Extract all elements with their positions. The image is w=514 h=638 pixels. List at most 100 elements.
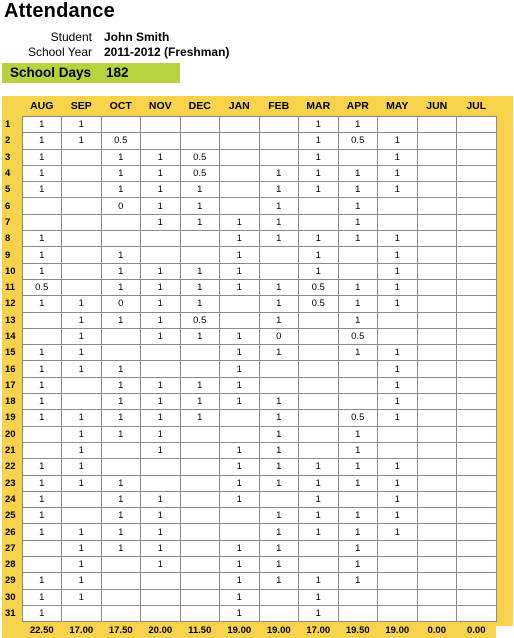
attendance-cell[interactable]: 1 <box>100 425 141 443</box>
attendance-cell[interactable]: 1 <box>21 376 62 395</box>
attendance-cell[interactable]: 1 <box>219 246 260 264</box>
attendance-cell[interactable]: 1 <box>377 230 418 248</box>
attendance-cell[interactable] <box>179 588 220 606</box>
attendance-cell[interactable] <box>179 132 220 150</box>
attendance-cell[interactable]: 1 <box>258 523 299 541</box>
attendance-cell[interactable] <box>61 197 102 215</box>
attendance-cell[interactable]: 1 <box>219 441 260 460</box>
attendance-cell[interactable] <box>179 539 220 558</box>
attendance-cell[interactable] <box>377 311 418 329</box>
attendance-cell[interactable]: 1 <box>377 458 418 476</box>
attendance-cell[interactable]: 1 <box>337 556 378 574</box>
attendance-cell[interactable]: 1 <box>258 458 299 476</box>
attendance-cell[interactable] <box>456 376 497 395</box>
attendance-cell[interactable] <box>456 474 497 492</box>
attendance-cell[interactable] <box>140 572 181 590</box>
attendance-cell[interactable] <box>179 507 220 525</box>
attendance-cell[interactable] <box>456 148 497 166</box>
attendance-cell[interactable]: 1 <box>100 246 141 264</box>
attendance-cell[interactable] <box>456 556 497 574</box>
attendance-cell[interactable] <box>416 115 457 134</box>
attendance-cell[interactable]: 1 <box>100 376 141 395</box>
attendance-cell[interactable]: 1 <box>258 344 299 362</box>
attendance-cell[interactable] <box>416 539 457 558</box>
attendance-cell[interactable]: 1 <box>61 327 102 346</box>
attendance-cell[interactable] <box>298 197 339 215</box>
attendance-cell[interactable]: 1 <box>100 523 141 541</box>
attendance-cell[interactable] <box>456 197 497 215</box>
attendance-cell[interactable]: 0.5 <box>337 409 378 427</box>
attendance-cell[interactable]: 1 <box>140 311 181 329</box>
attendance-cell[interactable]: 1 <box>140 295 181 313</box>
attendance-cell[interactable] <box>456 115 497 134</box>
attendance-cell[interactable]: 1 <box>377 507 418 525</box>
attendance-cell[interactable] <box>140 360 181 378</box>
attendance-cell[interactable] <box>456 327 497 346</box>
attendance-cell[interactable] <box>416 197 457 215</box>
attendance-cell[interactable] <box>456 393 497 411</box>
attendance-cell[interactable] <box>416 572 457 590</box>
attendance-cell[interactable]: 1 <box>298 523 339 541</box>
attendance-cell[interactable] <box>416 327 457 346</box>
attendance-cell[interactable] <box>377 572 418 590</box>
attendance-cell[interactable]: 1 <box>179 327 220 346</box>
attendance-cell[interactable] <box>416 164 457 183</box>
attendance-cell[interactable]: 1 <box>21 132 62 150</box>
attendance-cell[interactable] <box>21 327 62 346</box>
attendance-cell[interactable]: 1 <box>219 572 260 590</box>
attendance-cell[interactable] <box>377 441 418 460</box>
attendance-cell[interactable]: 1 <box>140 148 181 166</box>
attendance-cell[interactable]: 1 <box>61 132 102 150</box>
attendance-cell[interactable] <box>219 197 260 215</box>
attendance-cell[interactable] <box>179 556 220 574</box>
attendance-cell[interactable]: 1 <box>61 115 102 134</box>
attendance-cell[interactable] <box>61 181 102 199</box>
attendance-cell[interactable]: 1 <box>21 458 62 476</box>
attendance-cell[interactable] <box>456 425 497 443</box>
attendance-cell[interactable] <box>337 604 378 623</box>
attendance-cell[interactable] <box>298 376 339 395</box>
attendance-cell[interactable] <box>179 441 220 460</box>
attendance-cell[interactable] <box>219 507 260 525</box>
attendance-cell[interactable]: 1 <box>140 278 181 297</box>
attendance-cell[interactable]: 1 <box>21 115 62 134</box>
attendance-cell[interactable] <box>416 588 457 606</box>
attendance-cell[interactable]: 1 <box>179 197 220 215</box>
attendance-cell[interactable] <box>456 588 497 606</box>
attendance-cell[interactable]: 1 <box>377 523 418 541</box>
attendance-cell[interactable]: 1 <box>61 311 102 329</box>
attendance-cell[interactable] <box>337 360 378 378</box>
attendance-cell[interactable]: 1 <box>219 327 260 346</box>
attendance-cell[interactable]: 1 <box>258 572 299 590</box>
attendance-cell[interactable]: 1 <box>61 295 102 313</box>
attendance-cell[interactable]: 1 <box>298 164 339 183</box>
attendance-cell[interactable]: 1 <box>337 507 378 525</box>
attendance-cell[interactable]: 1 <box>298 115 339 134</box>
attendance-cell[interactable] <box>377 213 418 232</box>
attendance-cell[interactable] <box>61 393 102 411</box>
attendance-cell[interactable]: 1 <box>337 311 378 329</box>
attendance-cell[interactable]: 1 <box>21 572 62 590</box>
attendance-cell[interactable]: 1 <box>298 148 339 166</box>
attendance-cell[interactable]: 1 <box>258 539 299 558</box>
attendance-cell[interactable]: 1 <box>21 523 62 541</box>
attendance-cell[interactable]: 1 <box>337 230 378 248</box>
attendance-cell[interactable] <box>140 588 181 606</box>
attendance-cell[interactable] <box>140 474 181 492</box>
attendance-cell[interactable] <box>416 523 457 541</box>
attendance-cell[interactable]: 1 <box>21 295 62 313</box>
attendance-cell[interactable]: 1 <box>21 507 62 525</box>
attendance-cell[interactable] <box>61 278 102 297</box>
attendance-cell[interactable] <box>377 556 418 574</box>
attendance-cell[interactable] <box>337 393 378 411</box>
attendance-cell[interactable] <box>337 490 378 509</box>
attendance-cell[interactable]: 1 <box>337 539 378 558</box>
attendance-cell[interactable]: 1 <box>219 230 260 248</box>
attendance-cell[interactable] <box>298 409 339 427</box>
attendance-cell[interactable]: 1 <box>100 360 141 378</box>
attendance-cell[interactable] <box>258 490 299 509</box>
attendance-cell[interactable]: 1 <box>61 458 102 476</box>
attendance-cell[interactable] <box>456 262 497 280</box>
attendance-cell[interactable]: 1 <box>140 409 181 427</box>
attendance-cell[interactable]: 1 <box>100 393 141 411</box>
